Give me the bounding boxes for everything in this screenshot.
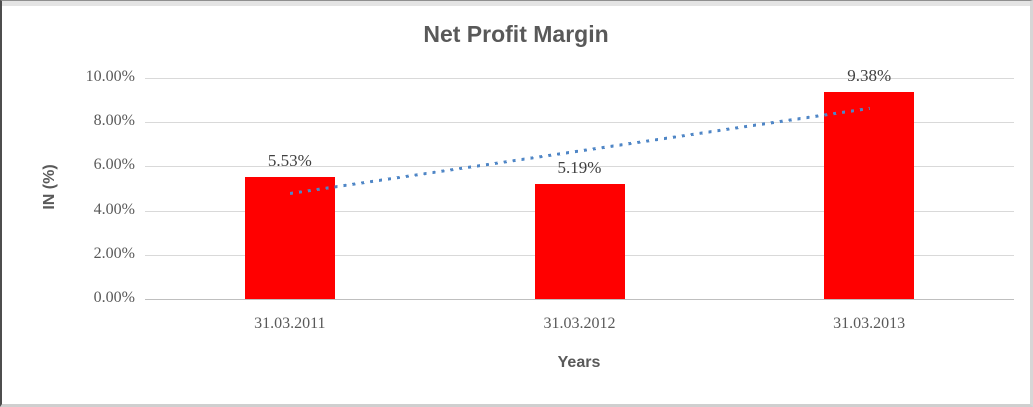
data-label: 5.53% xyxy=(267,150,312,170)
chart-title: Net Profit Margin xyxy=(423,21,609,47)
x-axis-tick-label: 31.03.2013 xyxy=(833,315,906,332)
window-edge-strip xyxy=(2,1,1030,6)
y-axis-tick-label: 2.00% xyxy=(93,244,135,262)
y-axis-tick-label: 4.00% xyxy=(93,200,135,218)
y-axis-tick-label: 10.00% xyxy=(85,68,135,85)
gridline xyxy=(145,166,1014,168)
bar xyxy=(824,91,915,299)
bar xyxy=(244,176,335,299)
y-axis-tick-label: 0.00% xyxy=(93,289,135,306)
gridline xyxy=(145,122,1014,124)
x-axis-tick-label: 31.03.2011 xyxy=(254,315,326,332)
y-axis-tick-label: 8.00% xyxy=(93,112,135,130)
gridline xyxy=(145,78,1014,79)
y-axis-tick-label: 6.00% xyxy=(93,156,135,174)
trendline xyxy=(289,106,870,195)
x-axis-title: Years xyxy=(557,354,601,371)
data-label: 5.19% xyxy=(557,158,602,178)
x-axis-tick-label: 31.03.2012 xyxy=(543,315,616,332)
y-axis-title: IN (%) xyxy=(41,164,58,210)
bar xyxy=(534,184,625,299)
gridline xyxy=(145,299,1014,300)
data-label: 9.38% xyxy=(847,65,892,85)
